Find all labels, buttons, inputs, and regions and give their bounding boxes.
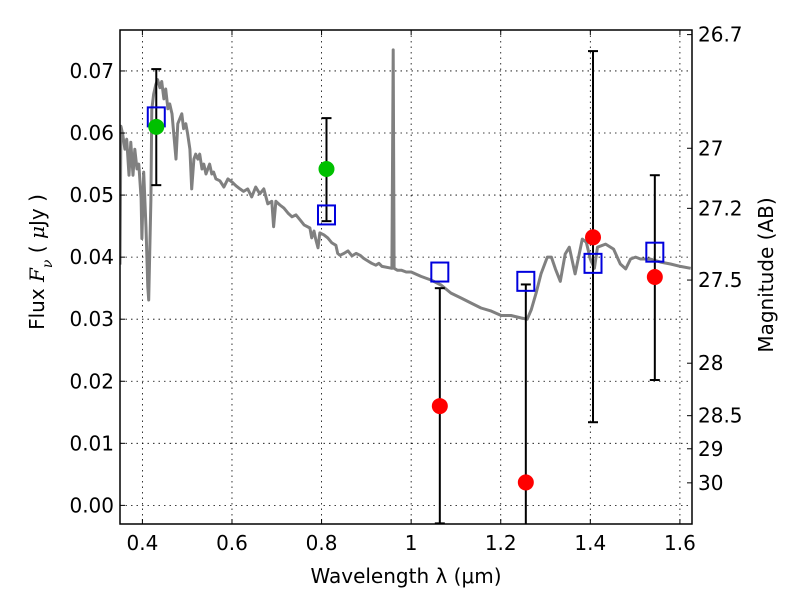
non-detection-marker xyxy=(646,269,663,285)
y-tick-label: 0.07 xyxy=(69,59,114,83)
x-tick-label: 0.8 xyxy=(306,531,338,555)
synthetic-photometry-marker xyxy=(645,241,665,263)
non-detection-marker xyxy=(585,229,602,246)
x-tick-label: 1.6 xyxy=(664,531,696,555)
synthetic-photometry-marker xyxy=(430,261,450,283)
tick-labels: 0.4 0.6 0.8 1 1.2 1.4 1.6 0.00 0.01 0.02 0.03 0.04 0… xyxy=(69,23,742,555)
y2-tick-label: 27 xyxy=(698,136,723,160)
y-tick-label: 0.01 xyxy=(69,431,114,455)
model-spectrum-line xyxy=(120,48,691,321)
y2-tick-label: 28.5 xyxy=(698,404,743,428)
y2-tick-label: 29 xyxy=(698,437,723,461)
y2-tick-label: 28 xyxy=(698,351,723,375)
y-tick-label: 0.03 xyxy=(69,307,114,331)
y-tick-label: 0.02 xyxy=(69,369,114,393)
y-axis-label-F: F xyxy=(25,267,49,283)
y2-tick-label: 27.5 xyxy=(698,268,743,292)
y-axis-label-flux: Flux xyxy=(25,282,49,330)
y-axis-label-unit: Jy ) xyxy=(25,194,49,228)
right-axis-label: Magnitude (AB) xyxy=(754,197,778,352)
y2-tick-label: 30 xyxy=(698,471,723,495)
x-tick-label: 1.2 xyxy=(485,531,517,555)
x-tick-label: 0.4 xyxy=(126,531,158,555)
detection-marker xyxy=(148,118,165,135)
y-axis-label-nu: ν xyxy=(40,259,56,268)
plot-area xyxy=(120,48,691,524)
x-tick-label: 1 xyxy=(405,531,418,555)
y-tick-label: 0.06 xyxy=(69,121,114,145)
y2-tick-label: 26.7 xyxy=(698,23,743,47)
synthetic-photometry-marker xyxy=(316,204,336,226)
grid xyxy=(120,30,692,524)
x-tick-label: 1.4 xyxy=(574,531,606,555)
synthetic-photometry-marker xyxy=(516,270,536,292)
y2-tick-label: 27.2 xyxy=(698,196,743,220)
x-tick-label: 0.6 xyxy=(216,531,248,555)
y-axis-label-paren: ( xyxy=(25,239,49,260)
y-tick-label: 0.04 xyxy=(69,245,114,269)
non-detection-marker xyxy=(431,398,448,415)
axes-frame xyxy=(119,29,693,525)
y-tick-label: 0.05 xyxy=(69,183,114,207)
synthetic-photometry-marker xyxy=(583,252,603,274)
axis-ticks xyxy=(120,30,692,524)
y-axis-label: Flux Fν ( μJy ) xyxy=(25,194,56,330)
y-axis-label-mu: μ xyxy=(25,226,49,239)
y-tick-label: 0.00 xyxy=(69,493,114,517)
x-axis-label: Wavelength λ (μm) xyxy=(310,564,501,588)
non-detection-marker xyxy=(517,474,534,491)
detection-marker xyxy=(318,161,335,178)
